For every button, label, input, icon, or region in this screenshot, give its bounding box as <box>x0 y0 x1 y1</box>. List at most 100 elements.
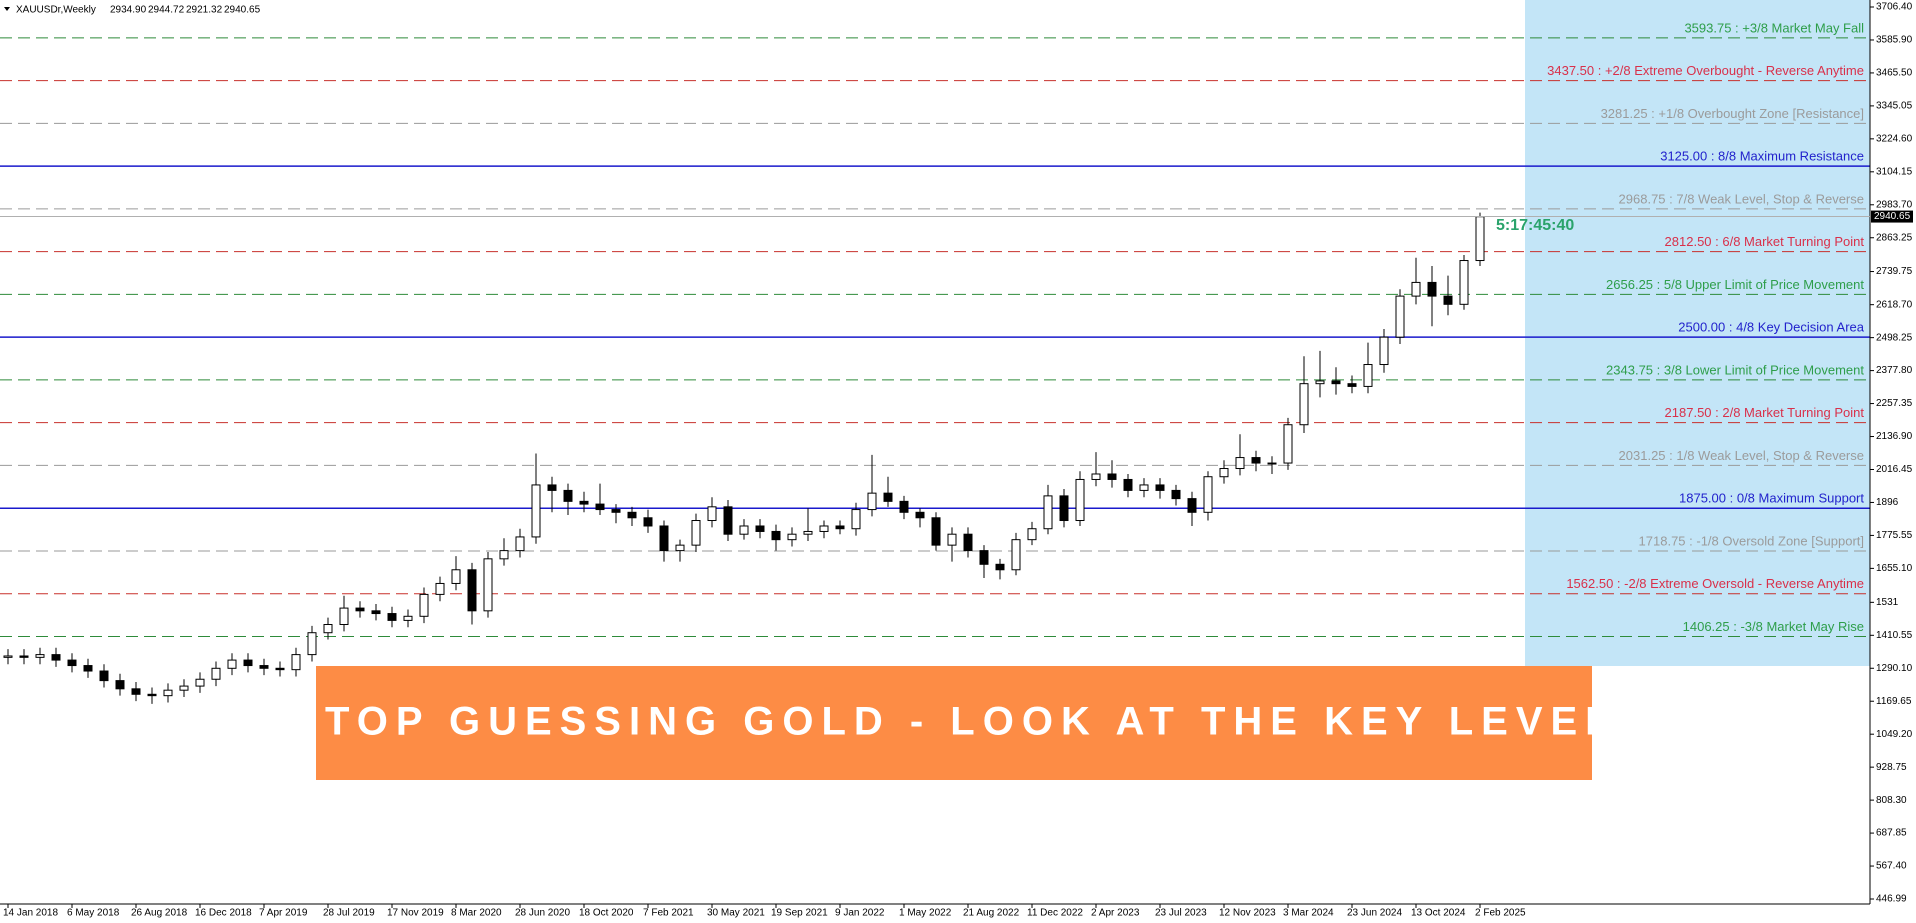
candle-body <box>1171 489 1181 500</box>
x-tick-label: 28 Jul 2019 <box>323 908 375 919</box>
x-tick-label: 18 Oct 2020 <box>579 908 634 919</box>
candle-body <box>867 492 877 511</box>
header-ohlc-value: 2944.72 <box>148 5 185 16</box>
y-tick-label: 2377.80 <box>1876 365 1913 376</box>
y-tick-label: 2016.45 <box>1876 464 1913 475</box>
candle-body <box>675 544 685 552</box>
y-tick-label: 2618.70 <box>1876 299 1913 310</box>
x-tick-label: 23 Jul 2023 <box>1155 908 1207 919</box>
candle-body <box>851 509 861 530</box>
y-tick-label: 3585.90 <box>1876 35 1913 46</box>
candle-body <box>1299 383 1309 426</box>
candle-body <box>787 533 797 541</box>
y-tick-label: 1655.10 <box>1876 563 1913 574</box>
y-tick-label: 3224.60 <box>1876 133 1913 144</box>
y-tick-label: 2983.70 <box>1876 199 1913 210</box>
candle-body <box>1459 260 1469 305</box>
x-tick-label: 7 Apr 2019 <box>259 908 308 919</box>
murrey-level-label: 3281.25 : +1/8 Overbought Zone [Resistan… <box>1601 106 1864 121</box>
candle-body <box>723 506 733 535</box>
bar-timer: 5:17:45:40 <box>1496 217 1574 234</box>
menu-arrow[interactable] <box>4 7 10 11</box>
x-tick-label: 17 Nov 2019 <box>387 908 444 919</box>
x-tick-label: 28 Jun 2020 <box>515 908 570 919</box>
murrey-level-label: 1875.00 : 0/8 Maximum Support <box>1679 491 1864 506</box>
candle-body <box>915 511 925 519</box>
candle-body <box>1091 473 1101 480</box>
candle-body <box>1123 478 1133 491</box>
x-tick-label: 14 Jan 2018 <box>3 908 58 919</box>
candle-body <box>67 659 77 667</box>
y-tick-label: 3465.50 <box>1876 68 1913 79</box>
y-tick-label: 1896 <box>1876 497 1899 508</box>
y-tick-label: 2863.25 <box>1876 232 1913 243</box>
candle-body <box>51 654 61 661</box>
murrey-level-label: 2812.50 : 6/8 Market Turning Point <box>1665 234 1865 249</box>
candle-body <box>1443 295 1453 305</box>
candle-body <box>755 525 765 532</box>
candle-body <box>883 492 893 502</box>
candle-body <box>403 615 413 621</box>
x-tick-label: 7 Feb 2021 <box>643 908 694 919</box>
candle-body <box>803 530 813 535</box>
murrey-level-label: 2187.50 : 2/8 Market Turning Point <box>1665 405 1865 420</box>
candle-body <box>515 536 525 552</box>
candle-body <box>1331 380 1341 385</box>
y-tick-label: 2498.25 <box>1876 332 1913 343</box>
candle-body <box>579 500 589 505</box>
candle-body <box>259 665 269 669</box>
murrey-level-label: 3125.00 : 8/8 Maximum Resistance <box>1660 149 1864 164</box>
candle-body <box>1027 528 1037 541</box>
candle-body <box>659 525 669 552</box>
candle-body <box>947 533 957 546</box>
projection-zone <box>1525 0 1870 666</box>
candle-body <box>339 607 349 626</box>
candle-body <box>899 500 909 513</box>
y-tick-label: 567.40 <box>1876 861 1907 872</box>
murrey-level-label: 2031.25 : 1/8 Weak Level, Stop & Reverse <box>1619 448 1864 463</box>
candle-body <box>115 680 125 690</box>
candle-body <box>1251 457 1261 464</box>
candle-body <box>643 517 653 527</box>
y-tick-label: 1169.65 <box>1876 696 1912 707</box>
candle-body <box>131 688 141 695</box>
y-tick-label: 2136.90 <box>1876 431 1913 442</box>
candle-body <box>979 550 989 565</box>
candle-body <box>483 558 493 612</box>
candle-body <box>1155 484 1165 491</box>
candle-body <box>771 530 781 541</box>
x-tick-label: 8 Mar 2020 <box>451 908 502 919</box>
x-tick-label: 23 Jun 2024 <box>1347 908 1402 919</box>
x-tick-label: 26 Aug 2018 <box>131 908 188 919</box>
banner <box>316 666 1592 780</box>
murrey-level-label: 1406.25 : -3/8 Market May Rise <box>1683 619 1864 634</box>
candle-body <box>1235 457 1245 470</box>
candle-body <box>227 659 237 669</box>
y-tick-label: 2257.35 <box>1876 398 1913 409</box>
candle-body <box>419 593 429 617</box>
candle-body <box>1219 468 1229 478</box>
candle-body <box>179 685 189 691</box>
candle-body <box>1139 484 1149 491</box>
candle-body <box>163 689 173 697</box>
murrey-level-label: 1718.75 : -1/8 Oversold Zone [Support] <box>1639 533 1864 548</box>
candle-body <box>1283 424 1293 464</box>
y-tick-label: 3345.05 <box>1876 101 1913 112</box>
candle-body <box>147 693 157 697</box>
current-price-label: 2940.65 <box>1874 211 1911 222</box>
x-tick-label: 16 Dec 2018 <box>195 908 252 919</box>
candle-body <box>371 610 381 615</box>
candle-body <box>355 607 365 612</box>
x-tick-label: 11 Dec 2022 <box>1027 908 1083 919</box>
banner-text: STOP GUESSING GOLD - LOOK AT THE KEY LEV… <box>290 700 1617 744</box>
candle-body <box>1059 495 1069 522</box>
candle-body <box>627 511 637 519</box>
candle-body <box>1187 498 1197 513</box>
symbol-label: XAUUSDr,Weekly <box>16 5 96 16</box>
candle-body <box>211 667 221 680</box>
candle-body <box>499 550 509 560</box>
candle-body <box>563 489 573 502</box>
candle-body <box>1395 295 1405 338</box>
x-tick-label: 2 Apr 2023 <box>1091 908 1140 919</box>
